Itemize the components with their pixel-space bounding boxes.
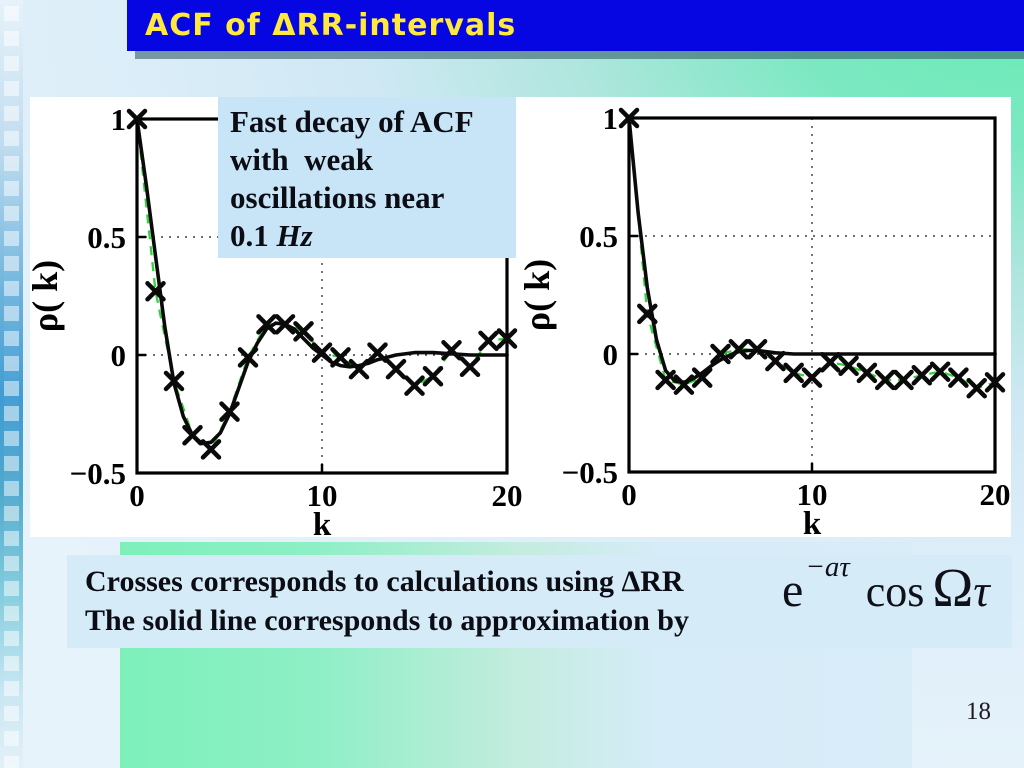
title-bar: ACF of ΔRR-intervals [127,0,1024,51]
svg-text:ρ( k): ρ( k) [517,259,557,331]
callout-line: oscillations near [230,180,445,215]
page-number: 18 [966,698,991,725]
svg-text:10: 10 [797,477,828,512]
svg-text:−0.5: −0.5 [70,456,126,491]
slide-title: ACF of ΔRR-intervals [145,8,517,43]
svg-text:−0.5: −0.5 [562,455,618,490]
title-bar-shadow [135,51,1024,59]
filmstrip-decoration [0,0,23,768]
callout-line: 0.1 Hz [230,218,313,253]
svg-text:0: 0 [129,478,145,513]
svg-text:k: k [803,506,822,537]
chart-1 [618,107,1006,474]
caption-box: Crosses corresponds to calculations usin… [67,555,1012,648]
formula-tau: τ [973,565,990,616]
formula-base: e [782,564,804,617]
caption-line-2: The solid line corresponds to approximat… [85,604,689,637]
hz-unit: Hz [276,218,313,253]
callout-line: with weak [230,142,373,177]
conclusion-text: Oscillations are on-off nature and obser… [126,672,986,768]
svg-text:0: 0 [111,338,127,373]
formula-cos: cos [865,567,925,616]
fast-decay-callout: Fast decay of ACF with weak oscillations… [218,97,516,258]
svg-text:0: 0 [603,337,619,372]
svg-text:1: 1 [603,101,619,136]
formula-exponent: −aτ [805,551,850,583]
callout-line: Fast decay of ACF [230,104,474,139]
svg-text:ρ( k): ρ( k) [30,260,65,332]
svg-text:0.5: 0.5 [87,220,126,255]
svg-text:0: 0 [621,477,637,512]
svg-text:10: 10 [307,478,338,513]
approximation-formula: e −aτ cos Ω τ [782,551,990,642]
svg-text:20: 20 [980,477,1011,512]
svg-text:0.5: 0.5 [579,219,618,254]
svg-text:20: 20 [492,478,523,513]
chart-0 [126,108,518,475]
svg-text:1: 1 [111,102,127,137]
caption-line-1: Crosses corresponds to calculations usin… [85,565,684,598]
charts-panel: 1 0.5 0 −0.5 0 10 20 k ρ( k) 1 0.5 0 −0.5 0 10 20 k ρ( k) [30,97,1011,537]
conclusion-line-1: Oscillations are on-off nature and obser… [126,760,986,768]
formula-omega: Ω [932,557,974,618]
svg-text:k: k [313,507,332,537]
